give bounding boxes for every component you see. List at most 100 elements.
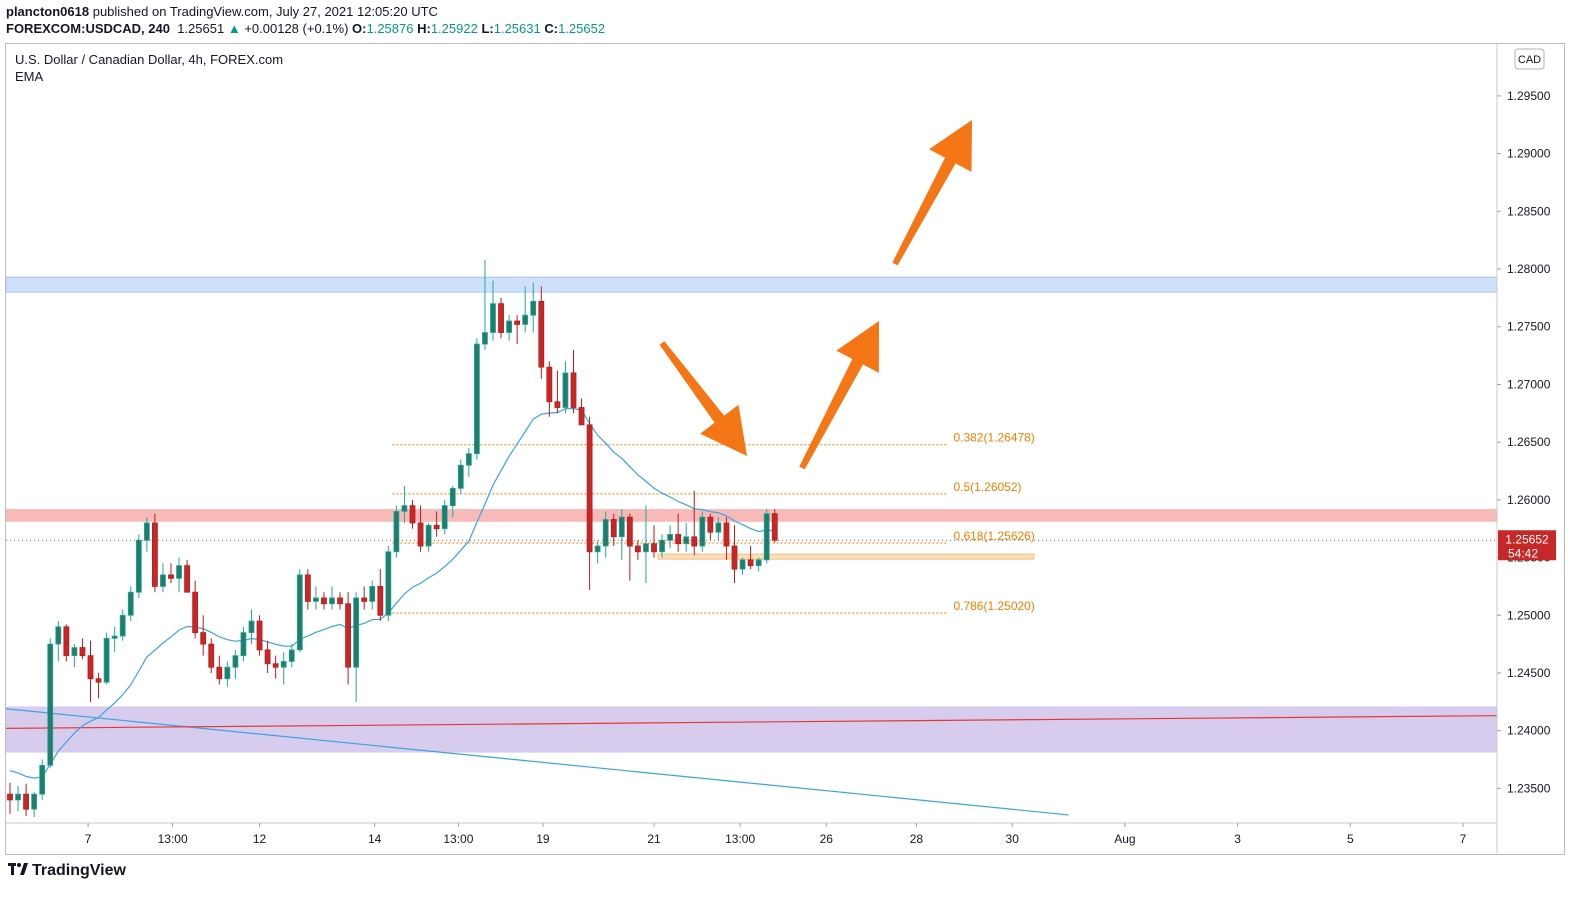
candle	[707, 513, 714, 541]
y-tick-label: 1.23500	[1507, 781, 1551, 795]
low-label: L:	[481, 21, 494, 36]
candle	[304, 569, 311, 610]
badge-price: 1.25652	[1505, 532, 1549, 546]
candle	[586, 416, 593, 590]
candle-body	[240, 632, 247, 657]
arrow-up-icon	[892, 120, 972, 266]
tradingview-logo-icon	[8, 862, 28, 880]
candle-body	[618, 516, 625, 538]
x-tick-label: 21	[647, 832, 661, 846]
low-value: 1.25631	[493, 21, 541, 36]
candle-body	[151, 522, 158, 587]
candle	[337, 592, 343, 610]
candle-body	[111, 635, 118, 639]
candle-body	[723, 522, 730, 547]
candle	[200, 615, 207, 656]
candle-body	[329, 597, 335, 605]
candle-body	[522, 314, 529, 325]
high-value: 1.25922	[430, 21, 478, 36]
candle-body	[747, 559, 754, 567]
candle-body	[449, 487, 456, 507]
x-tick-label: 26	[820, 832, 834, 846]
candle	[248, 609, 255, 645]
currency-label: CAD	[1518, 54, 1541, 66]
candle	[602, 511, 609, 558]
candle-body	[457, 464, 464, 489]
candle-body	[95, 678, 102, 683]
candle	[216, 655, 223, 685]
y-tick-label: 1.29000	[1507, 147, 1551, 161]
candle-body	[160, 574, 166, 587]
candle	[95, 672, 102, 699]
x-tick-label: 13:00	[725, 832, 755, 846]
candle	[176, 557, 182, 593]
candle	[755, 557, 762, 572]
candle	[369, 580, 376, 610]
candle-body	[707, 516, 714, 533]
candle-body	[715, 522, 722, 533]
candle	[417, 505, 424, 552]
candle-body	[602, 519, 609, 547]
candle	[256, 615, 263, 656]
y-tick-label: 1.27500	[1507, 320, 1551, 334]
candle-body	[610, 519, 617, 538]
candle-body	[498, 303, 504, 333]
candle	[594, 540, 601, 564]
candle-body	[377, 586, 384, 616]
chart-frame	[5, 43, 1565, 855]
candle-body	[586, 424, 593, 553]
candle	[393, 505, 400, 558]
candle-body	[554, 401, 561, 408]
footer-brand[interactable]: TradingView	[8, 862, 126, 880]
candle-body	[635, 545, 641, 553]
candle-body	[15, 793, 21, 801]
candle-body	[755, 559, 762, 567]
candle-body	[200, 632, 207, 645]
close-label: C:	[544, 21, 559, 36]
candle	[224, 661, 231, 687]
candle	[522, 286, 529, 333]
candle	[23, 783, 30, 817]
candle	[554, 370, 561, 414]
x-tick-label: 14	[368, 832, 382, 846]
candle-body	[514, 320, 521, 325]
fib-label: 0.5(1.26052)	[953, 480, 1021, 494]
y-tick-label: 1.26000	[1507, 493, 1551, 507]
x-tick-label: Aug	[1114, 832, 1135, 846]
candle-body	[345, 603, 352, 668]
fib-label: 0.382(1.26478)	[953, 431, 1034, 445]
ema-line	[9, 407, 775, 779]
candle-body	[739, 559, 746, 570]
candle	[739, 557, 746, 575]
candle-body	[248, 620, 255, 633]
candle	[272, 655, 279, 679]
candle	[457, 459, 464, 495]
candle-body	[192, 591, 199, 633]
candle-body	[31, 793, 38, 810]
candle	[530, 282, 537, 333]
x-tick-label: 13:00	[158, 832, 188, 846]
author-name[interactable]: plancton0618	[6, 4, 90, 19]
candle	[401, 486, 408, 523]
x-tick-label: 28	[910, 832, 924, 846]
candle-body	[731, 545, 738, 570]
candle-body	[296, 574, 303, 651]
candle	[184, 559, 191, 593]
candle-body	[369, 586, 376, 602]
y-tick-label: 1.26500	[1507, 435, 1551, 449]
candle	[675, 513, 682, 552]
candle-body	[184, 565, 191, 593]
legend-title: U.S. Dollar / Canadian Dollar, 4h, FOREX…	[15, 52, 284, 67]
candle	[79, 638, 86, 660]
candle-body	[87, 655, 94, 680]
candle	[15, 786, 21, 812]
candle	[321, 592, 327, 610]
x-tick-label: 13:00	[443, 832, 473, 846]
candle	[312, 586, 319, 610]
candle-body	[216, 666, 223, 680]
currency-button[interactable]: CAD	[1514, 48, 1545, 70]
candle	[385, 546, 392, 622]
candle	[723, 517, 730, 560]
candle	[610, 513, 617, 547]
